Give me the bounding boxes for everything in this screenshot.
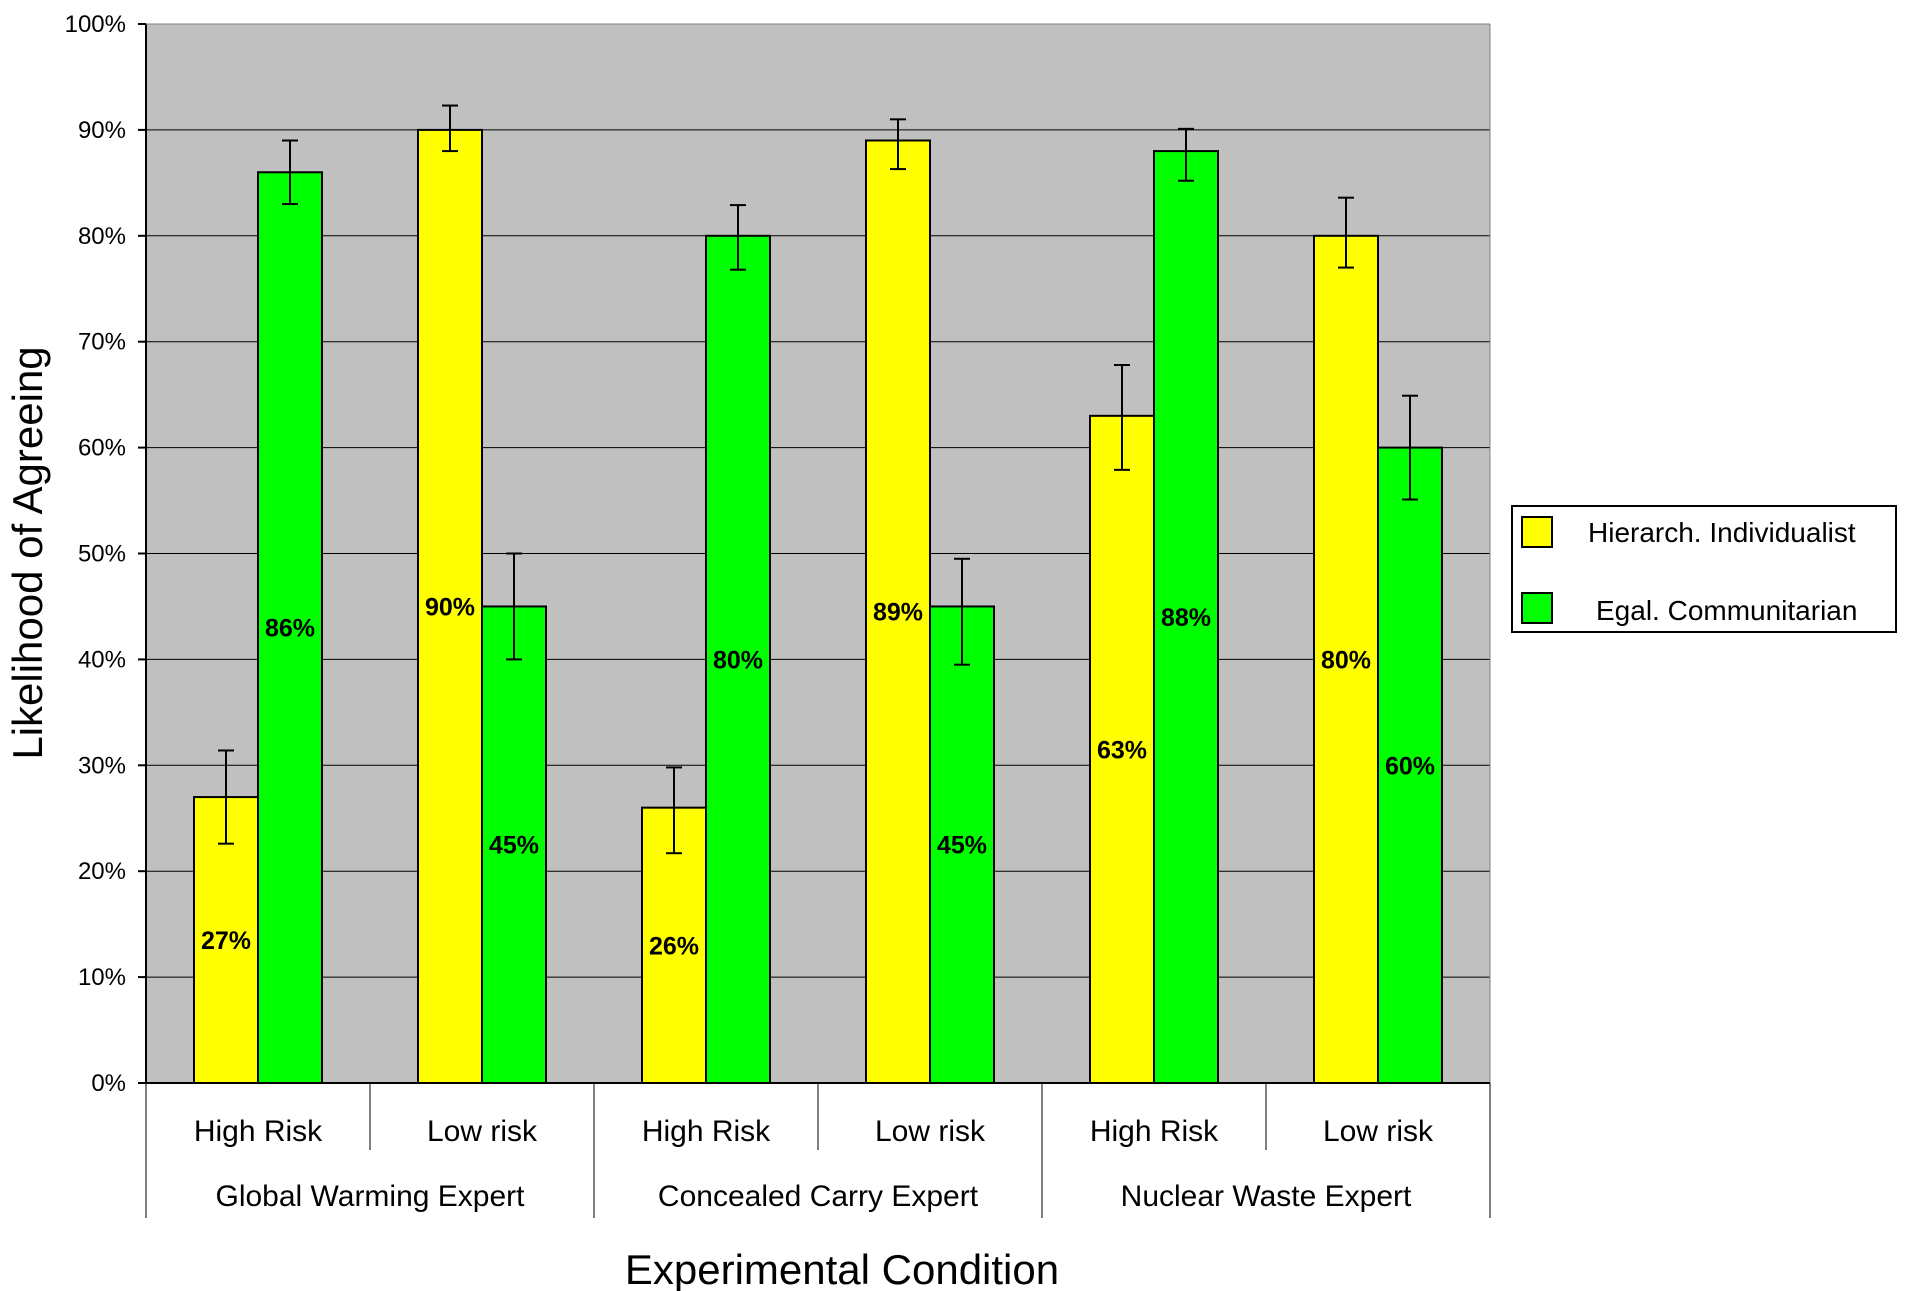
legend-swatch-hierarch [1521, 516, 1553, 548]
data-label: 27% [201, 927, 251, 955]
bar-egal [929, 605, 995, 1084]
data-label: 86% [265, 615, 315, 643]
axes [138, 23, 1491, 1218]
y-tick-label: 100% [65, 11, 126, 38]
x-tick-label: Low risk [875, 1115, 986, 1148]
x-group-label: Nuclear Waste Expert [1121, 1180, 1412, 1213]
y-tick-label: 30% [78, 752, 126, 779]
x-tick-label: High Risk [1090, 1115, 1219, 1148]
data-label: 88% [1161, 604, 1211, 632]
x-category-labels: High Risk Low risk High Risk Low risk High R… [194, 1115, 1434, 1213]
data-label: 80% [713, 646, 763, 674]
data-labels: 27% 86% 90% 45% 26% 80% 89% 45% 63% 88% 80% 60% [201, 593, 1435, 960]
y-tick-label: 10% [78, 964, 126, 991]
y-tick-label: 90% [78, 117, 126, 144]
y-axis-title: Likelihood of Agreeing [4, 346, 51, 759]
data-label: 26% [649, 932, 699, 960]
y-tick-label: 0% [91, 1070, 126, 1097]
data-label: 63% [1097, 736, 1147, 764]
data-label: 80% [1321, 646, 1371, 674]
x-tick-label: Low risk [1323, 1115, 1434, 1148]
x-tick-label: High Risk [194, 1115, 323, 1148]
data-label: 60% [1385, 752, 1435, 780]
bar-hierarch [1089, 414, 1155, 1084]
legend-label-egal: Egal. Communitarian [1596, 595, 1857, 626]
x-group-label: Concealed Carry Expert [658, 1180, 979, 1213]
legend-box [1511, 505, 1897, 633]
data-label: 45% [937, 832, 987, 860]
y-tick-label: 80% [78, 223, 126, 250]
data-label: 90% [425, 593, 475, 621]
y-tick-label: 60% [78, 435, 126, 462]
y-tick-label: 50% [78, 541, 126, 568]
y-tick-labels: 0% 10% 20% 30% 40% 50% 60% 70% 80% 90% 100% [65, 11, 126, 1097]
y-tick-label: 70% [78, 329, 126, 356]
legend-label-hierarch: Hierarch. Individualist [1588, 517, 1856, 548]
y-tick-label: 20% [78, 858, 126, 885]
legend-swatch-egal [1521, 592, 1553, 624]
x-group-label: Global Warming Expert [216, 1180, 526, 1213]
bar-hierarch [417, 128, 483, 1084]
data-label: 45% [489, 832, 539, 860]
bar-hierarch [865, 139, 931, 1085]
error-bars [218, 104, 1418, 855]
x-tick-label: Low risk [427, 1115, 538, 1148]
data-label: 89% [873, 599, 923, 627]
x-tick-label: High Risk [642, 1115, 771, 1148]
bar-series [193, 128, 1443, 1085]
y-tick-label: 40% [78, 646, 126, 673]
x-axis-title: Experimental Condition [625, 1246, 1059, 1291]
legend: Hierarch. Individualist Egal. Communitar… [1511, 505, 1897, 633]
